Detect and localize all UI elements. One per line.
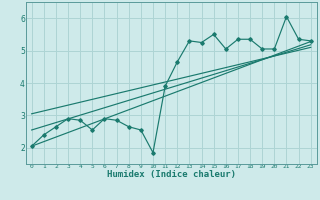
X-axis label: Humidex (Indice chaleur): Humidex (Indice chaleur) bbox=[107, 170, 236, 179]
